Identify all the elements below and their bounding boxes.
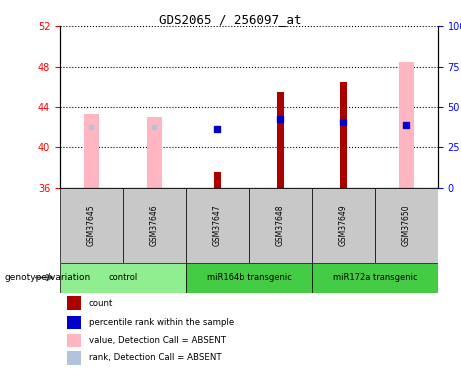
Bar — [312, 262, 438, 292]
Bar — [83, 114, 99, 188]
Bar — [67, 351, 81, 364]
Bar — [186, 188, 249, 262]
Text: GSM37650: GSM37650 — [402, 204, 411, 246]
Text: miR172a transgenic: miR172a transgenic — [333, 273, 417, 282]
Bar — [67, 316, 81, 329]
Bar — [278, 92, 284, 188]
Text: GDS2065 / 256097_at: GDS2065 / 256097_at — [159, 13, 302, 26]
Bar — [186, 262, 312, 292]
Bar — [249, 188, 312, 262]
Text: rank, Detection Call = ABSENT: rank, Detection Call = ABSENT — [89, 353, 221, 362]
Text: GSM37649: GSM37649 — [339, 204, 348, 246]
Bar — [60, 262, 186, 292]
Text: GSM37647: GSM37647 — [213, 204, 222, 246]
Bar — [147, 117, 162, 188]
Text: genotype/variation: genotype/variation — [5, 273, 91, 282]
Text: GSM37646: GSM37646 — [150, 204, 159, 246]
Bar — [214, 172, 220, 188]
Bar — [67, 296, 81, 310]
Bar — [123, 188, 186, 262]
Text: count: count — [89, 298, 113, 307]
Bar — [399, 62, 414, 188]
Text: miR164b transgenic: miR164b transgenic — [207, 273, 291, 282]
Bar — [375, 188, 438, 262]
Text: GSM37648: GSM37648 — [276, 204, 285, 246]
Text: GSM37645: GSM37645 — [87, 204, 96, 246]
Bar — [60, 188, 123, 262]
Text: value, Detection Call = ABSENT: value, Detection Call = ABSENT — [89, 336, 226, 345]
Bar — [312, 188, 375, 262]
Text: percentile rank within the sample: percentile rank within the sample — [89, 318, 234, 327]
Bar — [67, 334, 81, 347]
Bar — [340, 82, 347, 188]
Text: control: control — [108, 273, 137, 282]
